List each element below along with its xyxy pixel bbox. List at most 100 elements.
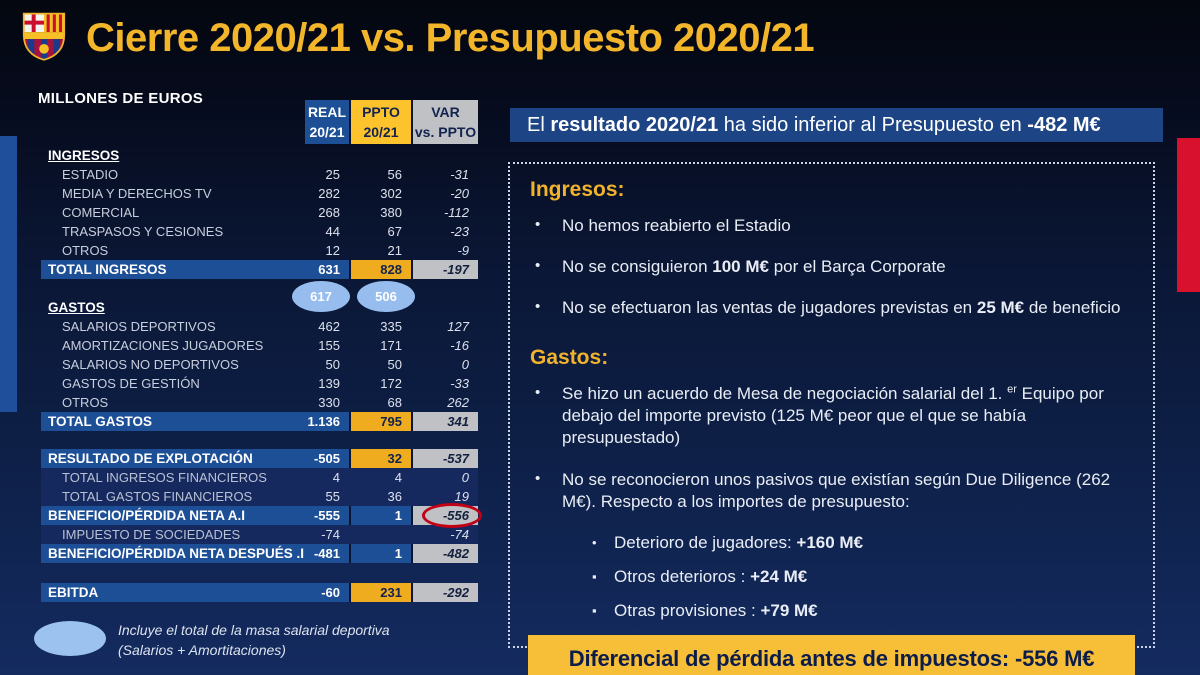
table-row-total-gastos: TOTAL GASTOS 1.136 795 341 [41, 412, 478, 431]
real-value: 4 [332, 470, 340, 485]
legend-line: Incluye el total de la masa salarial dep… [118, 622, 390, 638]
ppto-value: 56 [387, 167, 402, 182]
real-value: 12 [325, 243, 340, 258]
ppto-value: 32 [349, 449, 411, 468]
real-value: 50 [325, 357, 340, 372]
text-segment: ha sido inferior al Presupuesto en [718, 114, 1028, 136]
ppto-value: 231 [349, 583, 411, 602]
gastos-real-badge: 617 [292, 281, 350, 312]
var-value: -74 [450, 527, 469, 542]
text-segment: No se efectuaron las ventas de jugadores… [562, 298, 977, 318]
financial-table: REAL 20/21 PPTO 20/21 VAR vs. PPTO INGRE… [41, 100, 482, 602]
ppto-value: 21 [387, 243, 402, 258]
legend-text: Incluye el total de la masa salarial dep… [118, 620, 390, 661]
row-label: TRASPASOS Y CESIONES [62, 224, 224, 239]
units-label: MILLONES DE EUROS [38, 90, 204, 107]
gastos-heading: Gastos: [530, 346, 609, 370]
ppto-value: 302 [380, 186, 402, 201]
sub-bullet-2: ▪ Otros deterioros : +24 M€ [592, 566, 1135, 587]
slide-title: Cierre 2020/21 vs. Presupuesto 2020/21 [86, 16, 815, 60]
row-label: RESULTADO DE EXPLOTACIÓN [41, 449, 305, 468]
text-segment: 25 M€ [976, 298, 1025, 318]
gastos-ppto-badge: 506 [357, 281, 415, 312]
text-segment: +160 M€ [796, 532, 864, 552]
notes-panel: Ingresos: • No hemos reabierto el Estadi… [508, 162, 1155, 675]
row-label: SALARIOS DEPORTIVOS [62, 319, 216, 334]
ppto-value: 1 [349, 544, 411, 563]
bullet-text: Otros deterioros : +24 M€ [614, 566, 807, 587]
ppto-value: 335 [380, 319, 402, 334]
text-segment: Otros deterioros : [614, 567, 751, 586]
col-header-var: VAR vs. PPTO [411, 100, 478, 144]
var-value: -556 [411, 503, 482, 528]
bullet-text: No se consiguieron 100 M€ por el Barça C… [562, 256, 1135, 278]
ppto-value [349, 525, 411, 544]
table-row-total-gastos-financieros: TOTAL GASTOS FINANCIEROS 55 36 19 [41, 487, 478, 506]
row-label: IMPUESTO DE SOCIEDADES [62, 527, 241, 542]
table-row-otros: OTROS 330 68 262 [41, 393, 478, 412]
table-row-beneficio-p-rdida-neta-a-i: BENEFICIO/PÉRDIDA NETA A.I -555 1 -556 [41, 503, 482, 528]
ppto-value: 828 [349, 260, 411, 279]
var-value: -9 [457, 243, 469, 258]
gastos-bullet-1: • Se hizo un acuerdo de Mesa de negociac… [530, 383, 1135, 449]
ppto-value: 795 [349, 412, 411, 431]
row-label: OTROS [62, 243, 109, 258]
table-row-resultado-de-explotaci-n: RESULTADO DE EXPLOTACIÓN -505 32 -537 [41, 449, 478, 468]
real-value: 55 [325, 489, 340, 504]
table-row-beneficio-p-rdida-neta-despu-s-i: BENEFICIO/PÉRDIDA NETA DESPUÉS .I -481 1 -4… [41, 544, 478, 563]
table-row-media-y-derechos-tv: MEDIA Y DERECHOS TV 282 302 -20 [41, 184, 478, 203]
row-label: MEDIA Y DERECHOS TV [62, 186, 212, 201]
text-segment: No se reconocieron unos pasivos que exis… [562, 469, 1111, 511]
bullet-text: Se hizo un acuerdo de Mesa de negociació… [562, 383, 1135, 449]
var-value: 0 [461, 357, 469, 372]
row-label: GASTOS [48, 300, 105, 315]
table-row-salarios-deportivos: SALARIOS DEPORTIVOS 462 335 127 [41, 317, 478, 336]
col-header-line: PPTO [362, 104, 400, 120]
bullet-text: Otras provisiones : +79 M€ [614, 600, 818, 621]
table-row-salarios-no-deportivos: SALARIOS NO DEPORTIVOS 50 50 0 [41, 355, 478, 374]
text-segment: No se consiguieron [562, 257, 713, 277]
text-segment: 100 M€ [712, 257, 769, 277]
var-value [411, 146, 478, 165]
ppto-value: 36 [387, 489, 402, 504]
row-label: TOTAL INGRESOS FINANCIEROS [62, 470, 267, 485]
row-label: TOTAL INGRESOS [41, 260, 305, 279]
row-label: TOTAL GASTOS FINANCIEROS [62, 489, 253, 504]
var-value: -20 [450, 186, 469, 201]
table-row-estadio: ESTADIO 25 56 -31 [41, 165, 478, 184]
right-accent-bar [1177, 138, 1200, 292]
bullet-marker: ▪ [592, 603, 597, 619]
var-value: 127 [447, 319, 469, 334]
text-segment: Deterioro de jugadores: [614, 532, 797, 552]
bullet-text: No se reconocieron unos pasivos que exis… [562, 469, 1135, 513]
col-header-ppto: PPTO 20/21 [349, 100, 411, 144]
table-row-total-ingresos-financieros: TOTAL INGRESOS FINANCIEROS 4 4 0 [41, 468, 478, 487]
text-segment: Otras provisiones : [614, 601, 761, 621]
table-row-traspasos-y-cesiones: TRASPASOS Y CESIONES 44 67 -23 [41, 222, 478, 241]
table-row-otros: OTROS 12 21 -9 [41, 241, 478, 260]
ppto-value: 171 [380, 338, 402, 353]
var-value: -33 [450, 376, 469, 391]
text-segment: de beneficio [1024, 298, 1121, 318]
ppto-value [349, 146, 411, 165]
result-banner: El resultado 2020/21 ha sido inferior al… [510, 108, 1163, 142]
row-label: INGRESOS [48, 148, 120, 163]
var-value: 19 [454, 489, 469, 504]
header-spacer [41, 100, 305, 144]
real-value: -74 [321, 527, 340, 542]
ingresos-bullet-1: • No hemos reabierto el Estadio [530, 215, 1135, 237]
text-segment: No hemos reabierto el Estadio [562, 216, 791, 235]
text-segment: El [527, 114, 551, 136]
var-value: -31 [450, 167, 469, 182]
col-header-line: 20/21 [363, 124, 399, 140]
col-header-line: REAL [307, 104, 347, 120]
table-row-ingresos: INGRESOS [41, 146, 478, 165]
table-header: REAL 20/21 PPTO 20/21 VAR vs. PPTO [41, 100, 478, 144]
var-value [411, 298, 478, 317]
ppto-value: 1 [349, 506, 411, 525]
real-value: 44 [325, 224, 340, 239]
table-row-comercial: COMERCIAL 268 380 -112 [41, 203, 478, 222]
var-value: -23 [450, 224, 469, 239]
real-value: 155 [318, 338, 340, 353]
row-label: BENEFICIO/PÉRDIDA NETA A.I [41, 506, 305, 525]
